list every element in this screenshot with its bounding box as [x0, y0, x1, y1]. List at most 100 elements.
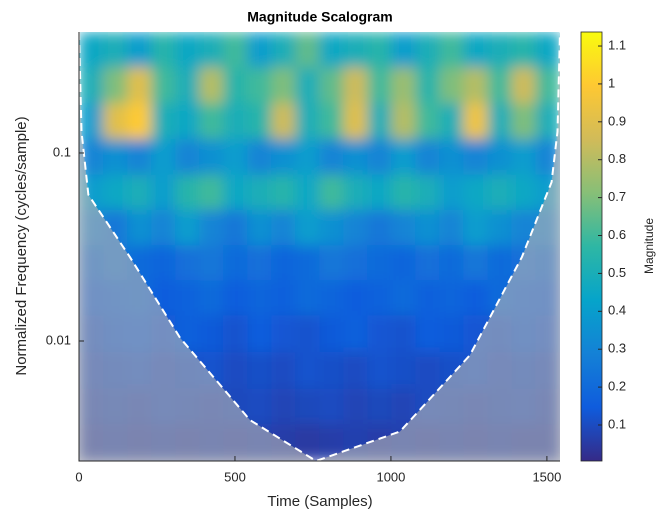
heatmap-cell: [391, 103, 416, 140]
heatmap-cell: [295, 280, 320, 316]
heatmap-cell: [127, 67, 152, 104]
heatmap-cell: [391, 315, 416, 353]
heatmap-cell: [271, 103, 296, 140]
heatmap-cell: [391, 245, 416, 281]
heatmap-cell: [487, 139, 512, 176]
heatmap-cell: [367, 245, 392, 281]
heatmap-cell: [127, 32, 152, 69]
heatmap-cell: [319, 32, 344, 69]
heatmap-cell: [367, 280, 392, 316]
heatmap-cell: [391, 67, 416, 104]
heatmap-cell: [319, 174, 344, 211]
heatmap-cell: [319, 315, 344, 353]
heatmap-cell: [391, 174, 416, 211]
heatmap-cell: [463, 209, 488, 246]
heatmap-cell: [343, 139, 368, 176]
x-axis-label: Time (Samples): [267, 493, 372, 510]
heatmap-cell: [439, 245, 464, 281]
heatmap-cell: [199, 174, 224, 211]
heatmap-cell: [199, 67, 224, 104]
heatmap-cell: [223, 352, 248, 390]
heatmap-cell: [271, 315, 296, 353]
heatmap-cell: [295, 245, 320, 281]
heatmap-cell: [199, 315, 224, 353]
heatmap-cell: [319, 280, 344, 316]
heatmap-cell: [271, 174, 296, 211]
heatmap-cell: [271, 245, 296, 281]
heatmap-cell: [463, 280, 488, 316]
heatmap-cell: [463, 67, 488, 104]
heatmap-cell: [535, 103, 560, 140]
heatmap-cell: [175, 245, 200, 281]
heatmap-cell: [367, 174, 392, 211]
heatmap-cell: [247, 139, 272, 176]
heatmap-cell: [415, 315, 440, 353]
colorbar-tick-label: 0.7: [608, 189, 626, 204]
heatmap-cell: [247, 315, 272, 353]
heatmap-cell: [367, 388, 392, 425]
heatmap-cell: [175, 209, 200, 246]
y-tick-label: 0.1: [53, 144, 71, 159]
heatmap-cell: [535, 32, 560, 69]
heatmap-cell: [415, 103, 440, 140]
heatmap-cell: [487, 245, 512, 281]
heatmap-cell: [271, 67, 296, 104]
colorbar-tick-label: 0.3: [608, 341, 626, 356]
heatmap-cell: [511, 139, 537, 176]
heatmap-cell: [463, 139, 488, 176]
heatmap-cell: [271, 209, 296, 246]
heatmap-cell: [343, 67, 368, 104]
heatmap-cell: [511, 174, 537, 211]
heatmap-cell: [535, 67, 560, 104]
heatmap-cell: [199, 245, 224, 281]
heatmap-cell: [391, 280, 416, 316]
heatmap-cell: [319, 352, 344, 390]
heatmap-cell: [295, 67, 320, 104]
heatmap-cell: [175, 103, 200, 140]
heatmap-cell: [415, 245, 440, 281]
heatmap-cell: [343, 245, 368, 281]
heatmap-cell: [319, 388, 344, 425]
heatmap-cell: [103, 67, 128, 104]
heatmap-cell: [343, 388, 368, 425]
heatmap-cell: [439, 139, 464, 176]
heatmap-cell: [127, 139, 152, 176]
heatmap-cell: [79, 32, 104, 69]
heatmap-cell: [223, 67, 248, 104]
heatmap-cell: [175, 67, 200, 104]
heatmap-cell: [247, 245, 272, 281]
x-tick-label: 0: [75, 469, 82, 484]
heatmap-cell: [223, 209, 248, 246]
heatmap-cell: [151, 103, 176, 140]
heatmap-cell: [103, 32, 128, 69]
heatmap-cell: [175, 32, 200, 69]
heatmap-cell: [367, 352, 392, 390]
heatmap-cell: [247, 103, 272, 140]
heatmap-cell: [295, 352, 320, 390]
heatmap-cell: [247, 280, 272, 316]
heatmap-cell: [247, 174, 272, 211]
heatmap-cell: [223, 174, 248, 211]
heatmap-cell: [391, 209, 416, 246]
heatmap-cell: [151, 32, 176, 69]
heatmap-cell: [463, 103, 488, 140]
heatmap-cell: [463, 245, 488, 281]
heatmap-cell: [199, 280, 224, 316]
heatmap-cell: [439, 103, 464, 140]
heatmap-cell: [295, 32, 320, 69]
colorbar: [580, 31, 603, 462]
heatmap-cell: [391, 32, 416, 69]
heatmap-cell: [415, 139, 440, 176]
heatmap-cell: [151, 245, 176, 281]
heatmap-cell: [199, 32, 224, 69]
heatmap-cell: [343, 174, 368, 211]
heatmap-cell: [487, 67, 512, 104]
colorbar-tick-label: 0.9: [608, 113, 626, 128]
heatmap-cell: [511, 67, 537, 104]
heatmap-cell: [175, 139, 200, 176]
heatmap-cell: [223, 139, 248, 176]
heatmap-cell: [319, 209, 344, 246]
heatmap-cell: [199, 139, 224, 176]
heatmap-cell: [103, 139, 128, 176]
